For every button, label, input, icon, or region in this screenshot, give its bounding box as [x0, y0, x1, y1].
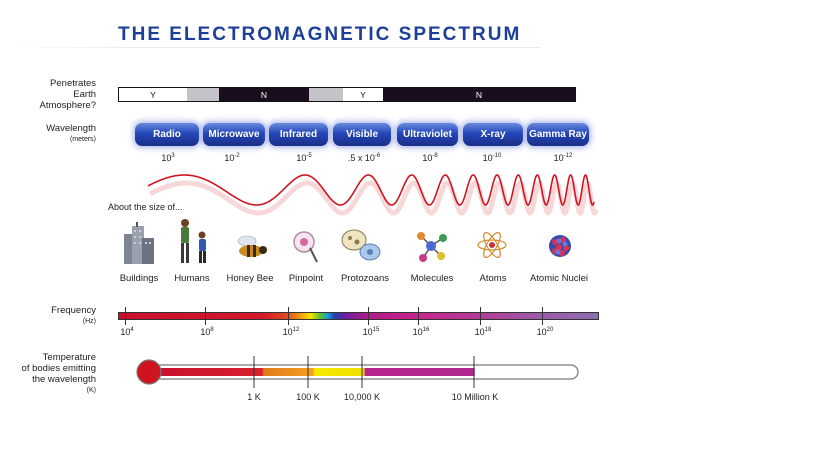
temperature-value: 1 K [247, 392, 261, 402]
atmosphere-label: Penetrates Earth Atmosphere? [20, 78, 96, 111]
title-divider [0, 47, 540, 48]
frequency-tick [480, 307, 481, 325]
band-gamma-ray: Gamma Ray [527, 123, 589, 146]
wavelength-value: 10-5 [296, 153, 312, 163]
wavelength-label: Wavelength (meters) [20, 123, 96, 145]
frequency-tick [288, 307, 289, 325]
band-radio: Radio [135, 123, 199, 146]
atmosphere-segment: N [219, 88, 309, 101]
thing-label-atoms: Atoms [479, 273, 507, 284]
thermometer-bulb [136, 359, 162, 385]
wavelength-value: 10-2 [224, 153, 240, 163]
honey-bee-icon [237, 235, 267, 257]
temperature-label-line: Temperature [42, 352, 96, 363]
atmosphere-segment: Y [343, 88, 383, 101]
frequency-tick [205, 307, 206, 325]
atomic-nucleus-icon [549, 235, 571, 257]
temperature-value: 100 K [296, 392, 320, 402]
thing-label-pinpoint: Pinpoint [288, 273, 324, 284]
wave-line [147, 174, 595, 206]
temperature-unit: (K) [86, 387, 96, 394]
thing-label-atomic-nuclei: Atomic Nuclei [529, 273, 589, 284]
temperature-value: 10 Million K [451, 392, 499, 402]
temperature-value: 10,000 K [343, 392, 381, 402]
page-title: THE ELECTROMAGNETIC SPECTRUM [118, 24, 522, 45]
atmosphere-segment [187, 88, 219, 101]
buildings-icon [124, 222, 154, 264]
frequency-value: 104 [120, 327, 134, 337]
frequency-bar [118, 312, 599, 320]
frequency-label-text: Frequency [51, 305, 96, 316]
atom-icon [477, 232, 507, 258]
atmosphere-label-line: Earth [73, 89, 96, 100]
band-ultraviolet: Ultraviolet [397, 123, 458, 146]
frequency-tick [418, 307, 419, 325]
atmosphere-label-line: Penetrates [50, 78, 96, 89]
thermometer [136, 356, 579, 388]
band-microwave: Microwave [203, 123, 265, 146]
frequency-tick [125, 307, 126, 325]
temperature-label-line: the wavelength [32, 374, 96, 385]
frequency-tick [368, 307, 369, 325]
wave-shadow [148, 180, 599, 216]
molecules-icon [417, 232, 447, 262]
thing-label-humans: Humans [174, 273, 210, 284]
atmosphere-segment [309, 88, 343, 101]
atmosphere-bar: Y N Y N [118, 87, 576, 102]
thing-label-protozoans: Protozoans [340, 273, 390, 284]
atmosphere-label-line: Atmosphere? [39, 100, 96, 111]
protozoans-icon [341, 229, 381, 261]
thing-label-honey-bee: Honey Bee [226, 273, 274, 284]
wavelength-value: 10-8 [422, 153, 438, 163]
atmosphere-segment: N [383, 88, 575, 101]
wavelength-value: 10-12 [553, 153, 573, 163]
pinpoint-icon [293, 231, 318, 263]
band-xray: X-ray [463, 123, 523, 146]
frequency-value: 1016 [412, 327, 430, 337]
thing-label-buildings: Buildings [119, 273, 159, 284]
frequency-value: 1020 [536, 327, 554, 337]
band-infrared: Infrared [269, 123, 328, 146]
wavelength-label-text: Wavelength [46, 123, 96, 134]
thing-label-molecules: Molecules [410, 273, 454, 284]
frequency-value: 108 [200, 327, 214, 337]
frequency-value: 1012 [282, 327, 300, 337]
wavelength-value: .5 x 10-6 [347, 153, 381, 163]
frequency-tick [542, 307, 543, 325]
wavelength-value: 10-10 [482, 153, 502, 163]
frequency-value: 1018 [474, 327, 492, 337]
temperature-label: Temperature of bodies emitting the wavel… [14, 352, 96, 396]
temperature-label-line: of bodies emitting [21, 363, 96, 374]
wavelength-unit: (meters) [69, 136, 96, 143]
wavelength-value: 103 [161, 153, 175, 163]
humans-icon [181, 219, 206, 263]
band-visible: Visible [333, 123, 391, 146]
frequency-value: 1015 [362, 327, 380, 337]
frequency-unit: (Hz) [82, 318, 96, 325]
size-of-label: About the size of... [108, 202, 183, 212]
wave-graphic [147, 174, 599, 216]
atmosphere-segment: Y [119, 88, 187, 101]
frequency-label: Frequency (Hz) [20, 305, 96, 327]
